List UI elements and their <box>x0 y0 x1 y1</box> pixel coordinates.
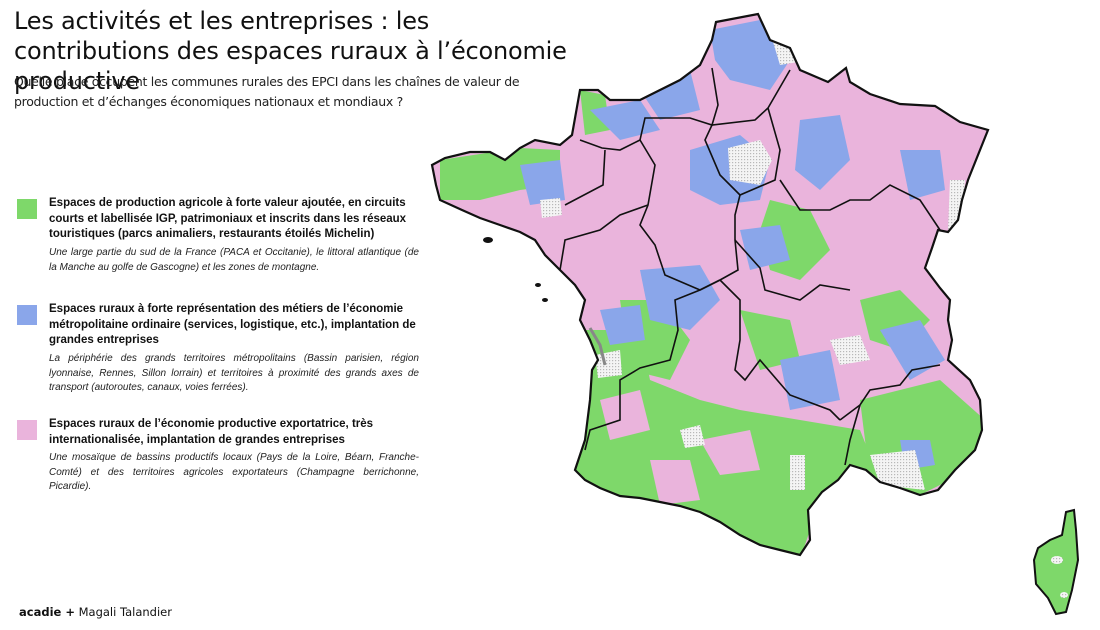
legend-label: Espaces ruraux à forte représentation de… <box>49 303 416 346</box>
legend-description: Une mosaïque de bassins productifs locau… <box>49 452 419 492</box>
legend-label: Espaces de production agricole à forte v… <box>49 197 407 240</box>
legend-swatch-blue <box>17 305 37 325</box>
credits-org: acadie + <box>19 605 75 619</box>
region-borders <box>559 67 941 466</box>
legend-description: La périphérie des grands territoires mét… <box>49 353 419 393</box>
legend-swatch-pink <box>17 420 37 440</box>
credits: acadie + Magali Talandier <box>19 605 172 619</box>
credits-author: Magali Talandier <box>78 605 172 619</box>
corsica <box>1032 508 1080 616</box>
legend-description: Une large partie du sud de la France (PA… <box>49 247 419 273</box>
estuary <box>588 327 607 366</box>
legend-label: Espaces ruraux de l’économie productive … <box>49 418 374 446</box>
page-title: Les activités et les entreprises : les c… <box>14 7 567 95</box>
page-subtitle: Quelle place occupent les communes rural… <box>14 74 520 109</box>
legend-swatch-green <box>17 199 37 219</box>
france-map <box>430 12 1080 616</box>
